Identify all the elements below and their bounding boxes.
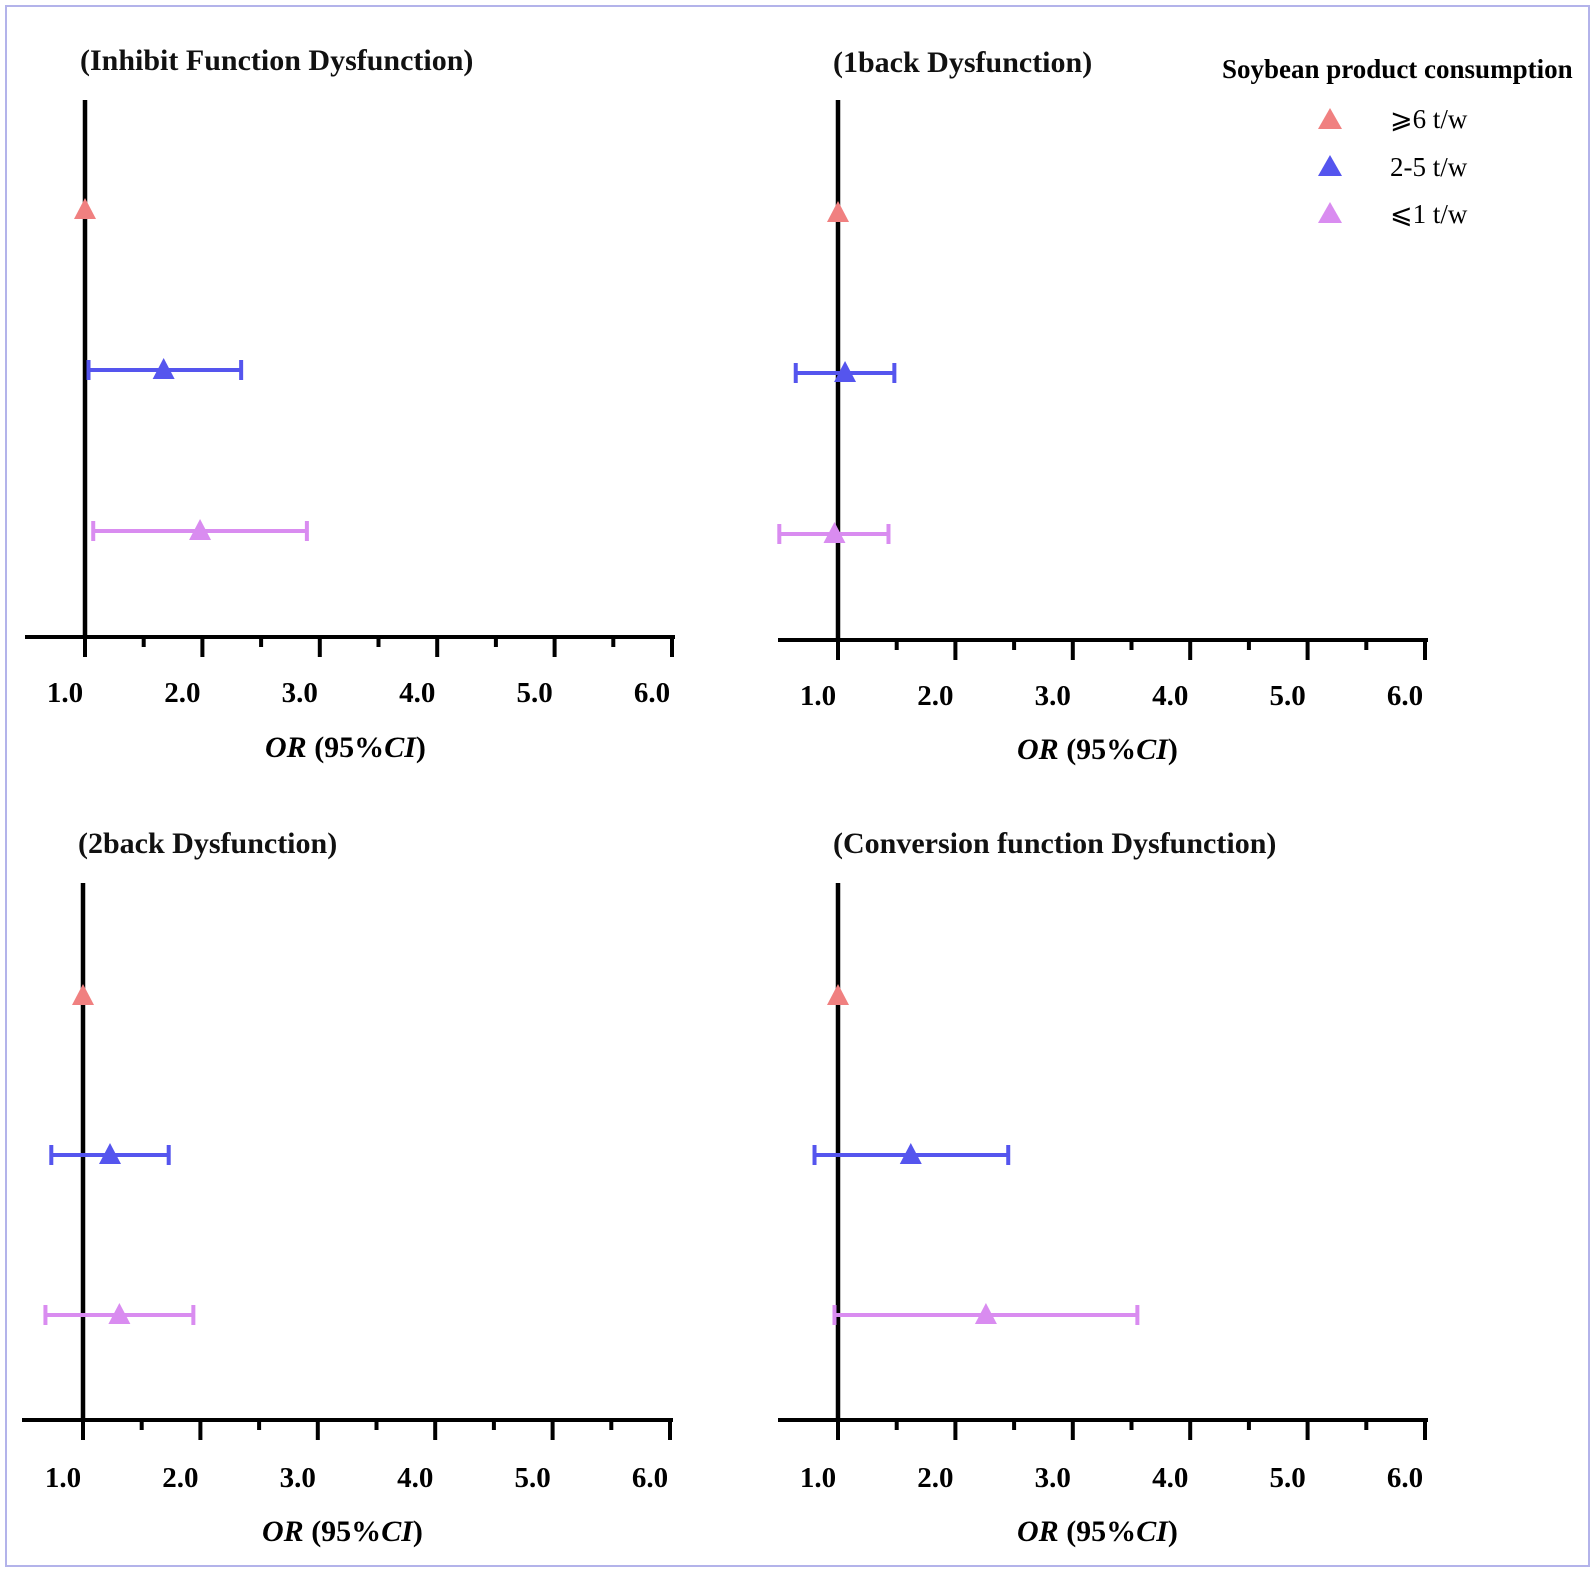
x-axis-label-or: OR bbox=[1017, 1515, 1059, 1548]
x-tick-label: 1.0 bbox=[800, 1462, 836, 1494]
panel-conversion-function: (Conversion function Dysfunction) 1.0 2.0 3… bbox=[778, 827, 1428, 1548]
point-estimate-6plus bbox=[72, 984, 94, 1005]
x-tick-label: 2.0 bbox=[164, 677, 200, 709]
x-tick-label: 4.0 bbox=[399, 677, 435, 709]
point-estimate-1orless bbox=[974, 1303, 997, 1324]
point-estimate-2to5 bbox=[99, 1143, 122, 1164]
panel-title: (1back Dysfunction) bbox=[833, 46, 1092, 79]
x-tick-label: 4.0 bbox=[397, 1462, 433, 1494]
x-tick-label: 2.0 bbox=[917, 680, 953, 712]
legend-marker-6plus bbox=[1318, 108, 1342, 129]
x-tick-label: 3.0 bbox=[280, 1462, 316, 1494]
point-estimate-2to5 bbox=[834, 361, 857, 382]
x-tick-label: 6.0 bbox=[634, 677, 670, 709]
legend: Soybean product consumption ⩾6 t/w 2-5 t… bbox=[1222, 54, 1573, 229]
point-estimate-1orless bbox=[108, 1303, 131, 1324]
x-tick-label: 4.0 bbox=[1152, 1462, 1188, 1494]
x-axis-label-mid: (95% bbox=[1059, 733, 1137, 766]
x-axis-label: OR (95%CI) bbox=[265, 731, 426, 764]
x-tick-label: 1.0 bbox=[47, 677, 83, 709]
figure-frame bbox=[5, 5, 1590, 1567]
legend-label-1orless: ⩽1 t/w bbox=[1390, 199, 1468, 229]
point-estimate-6plus bbox=[827, 984, 849, 1005]
x-tick-label: 2.0 bbox=[917, 1462, 953, 1494]
x-tick-label: 5.0 bbox=[516, 677, 552, 709]
x-axis-label-mid: (95% bbox=[1059, 1515, 1137, 1548]
legend-item-6plus: ⩾6 t/w bbox=[1318, 104, 1468, 134]
x-tick-label: 5.0 bbox=[514, 1462, 550, 1494]
legend-marker-2to5 bbox=[1318, 155, 1342, 176]
x-axis-label-end: ) bbox=[416, 731, 426, 764]
panel-title: (2back Dysfunction) bbox=[78, 827, 337, 860]
x-tick-label: 6.0 bbox=[1387, 680, 1423, 712]
legend-label-2to5: 2-5 t/w bbox=[1390, 152, 1468, 182]
x-tick-label: 1.0 bbox=[45, 1462, 81, 1494]
point-estimate-2to5 bbox=[152, 358, 175, 379]
x-axis-label: OR (95%CI) bbox=[1017, 733, 1178, 766]
legend-label-6plus: ⩾6 t/w bbox=[1390, 104, 1468, 134]
x-axis-label-ci: CI bbox=[1136, 733, 1169, 766]
x-axis-label: OR (95%CI) bbox=[262, 1515, 423, 1548]
x-tick-label: 6.0 bbox=[632, 1462, 668, 1494]
x-tick-label: 5.0 bbox=[1269, 1462, 1305, 1494]
x-axis-label-end: ) bbox=[413, 1515, 423, 1548]
point-estimate-1orless bbox=[823, 522, 846, 543]
panel-1back: (1back Dysfunction) 1.0 2.0 3.0 4.0 5.0 6.0 OR … bbox=[777, 46, 1428, 766]
x-axis-label: OR (95%CI) bbox=[1017, 1515, 1178, 1548]
x-tick-label: 6.0 bbox=[1387, 1462, 1423, 1494]
point-estimate-6plus bbox=[74, 198, 96, 219]
x-tick-label: 3.0 bbox=[282, 677, 318, 709]
x-tick-label: 4.0 bbox=[1152, 680, 1188, 712]
x-axis-label-or: OR bbox=[262, 1515, 304, 1548]
x-axis-label-ci: CI bbox=[384, 731, 417, 764]
legend-marker-1orless bbox=[1318, 202, 1342, 223]
x-tick-label: 3.0 bbox=[1035, 1462, 1071, 1494]
x-axis-label-mid: (95% bbox=[307, 731, 385, 764]
x-axis-label-mid: (95% bbox=[304, 1515, 382, 1548]
x-tick-label: 1.0 bbox=[800, 680, 836, 712]
panel-2back: (2back Dysfunction) 1.0 2.0 3.0 4.0 5.0 6.0 OR … bbox=[22, 827, 673, 1548]
x-axis-label-ci: CI bbox=[1136, 1515, 1169, 1548]
point-estimate-2to5 bbox=[899, 1143, 922, 1164]
x-axis-label-ci: CI bbox=[381, 1515, 414, 1548]
x-axis-label-or: OR bbox=[265, 731, 307, 764]
panel-title: (Inhibit Function Dysfunction) bbox=[80, 44, 473, 77]
x-tick-label: 2.0 bbox=[162, 1462, 198, 1494]
point-estimate-6plus bbox=[827, 201, 849, 222]
panel-title: (Conversion function Dysfunction) bbox=[833, 827, 1276, 860]
panel-inhibit-function: (Inhibit Function Dysfunction) 1.0 2.0 3.0 4… bbox=[25, 44, 675, 764]
x-axis-label-or: OR bbox=[1017, 733, 1059, 766]
legend-item-1orless: ⩽1 t/w bbox=[1318, 199, 1468, 229]
x-tick-label: 5.0 bbox=[1269, 680, 1305, 712]
x-axis-label-end: ) bbox=[1168, 1515, 1178, 1548]
x-tick-label: 3.0 bbox=[1035, 680, 1071, 712]
legend-title: Soybean product consumption bbox=[1222, 54, 1573, 84]
legend-item-2to5: 2-5 t/w bbox=[1318, 152, 1468, 182]
x-axis-label-end: ) bbox=[1168, 733, 1178, 766]
point-estimate-1orless bbox=[189, 519, 212, 540]
